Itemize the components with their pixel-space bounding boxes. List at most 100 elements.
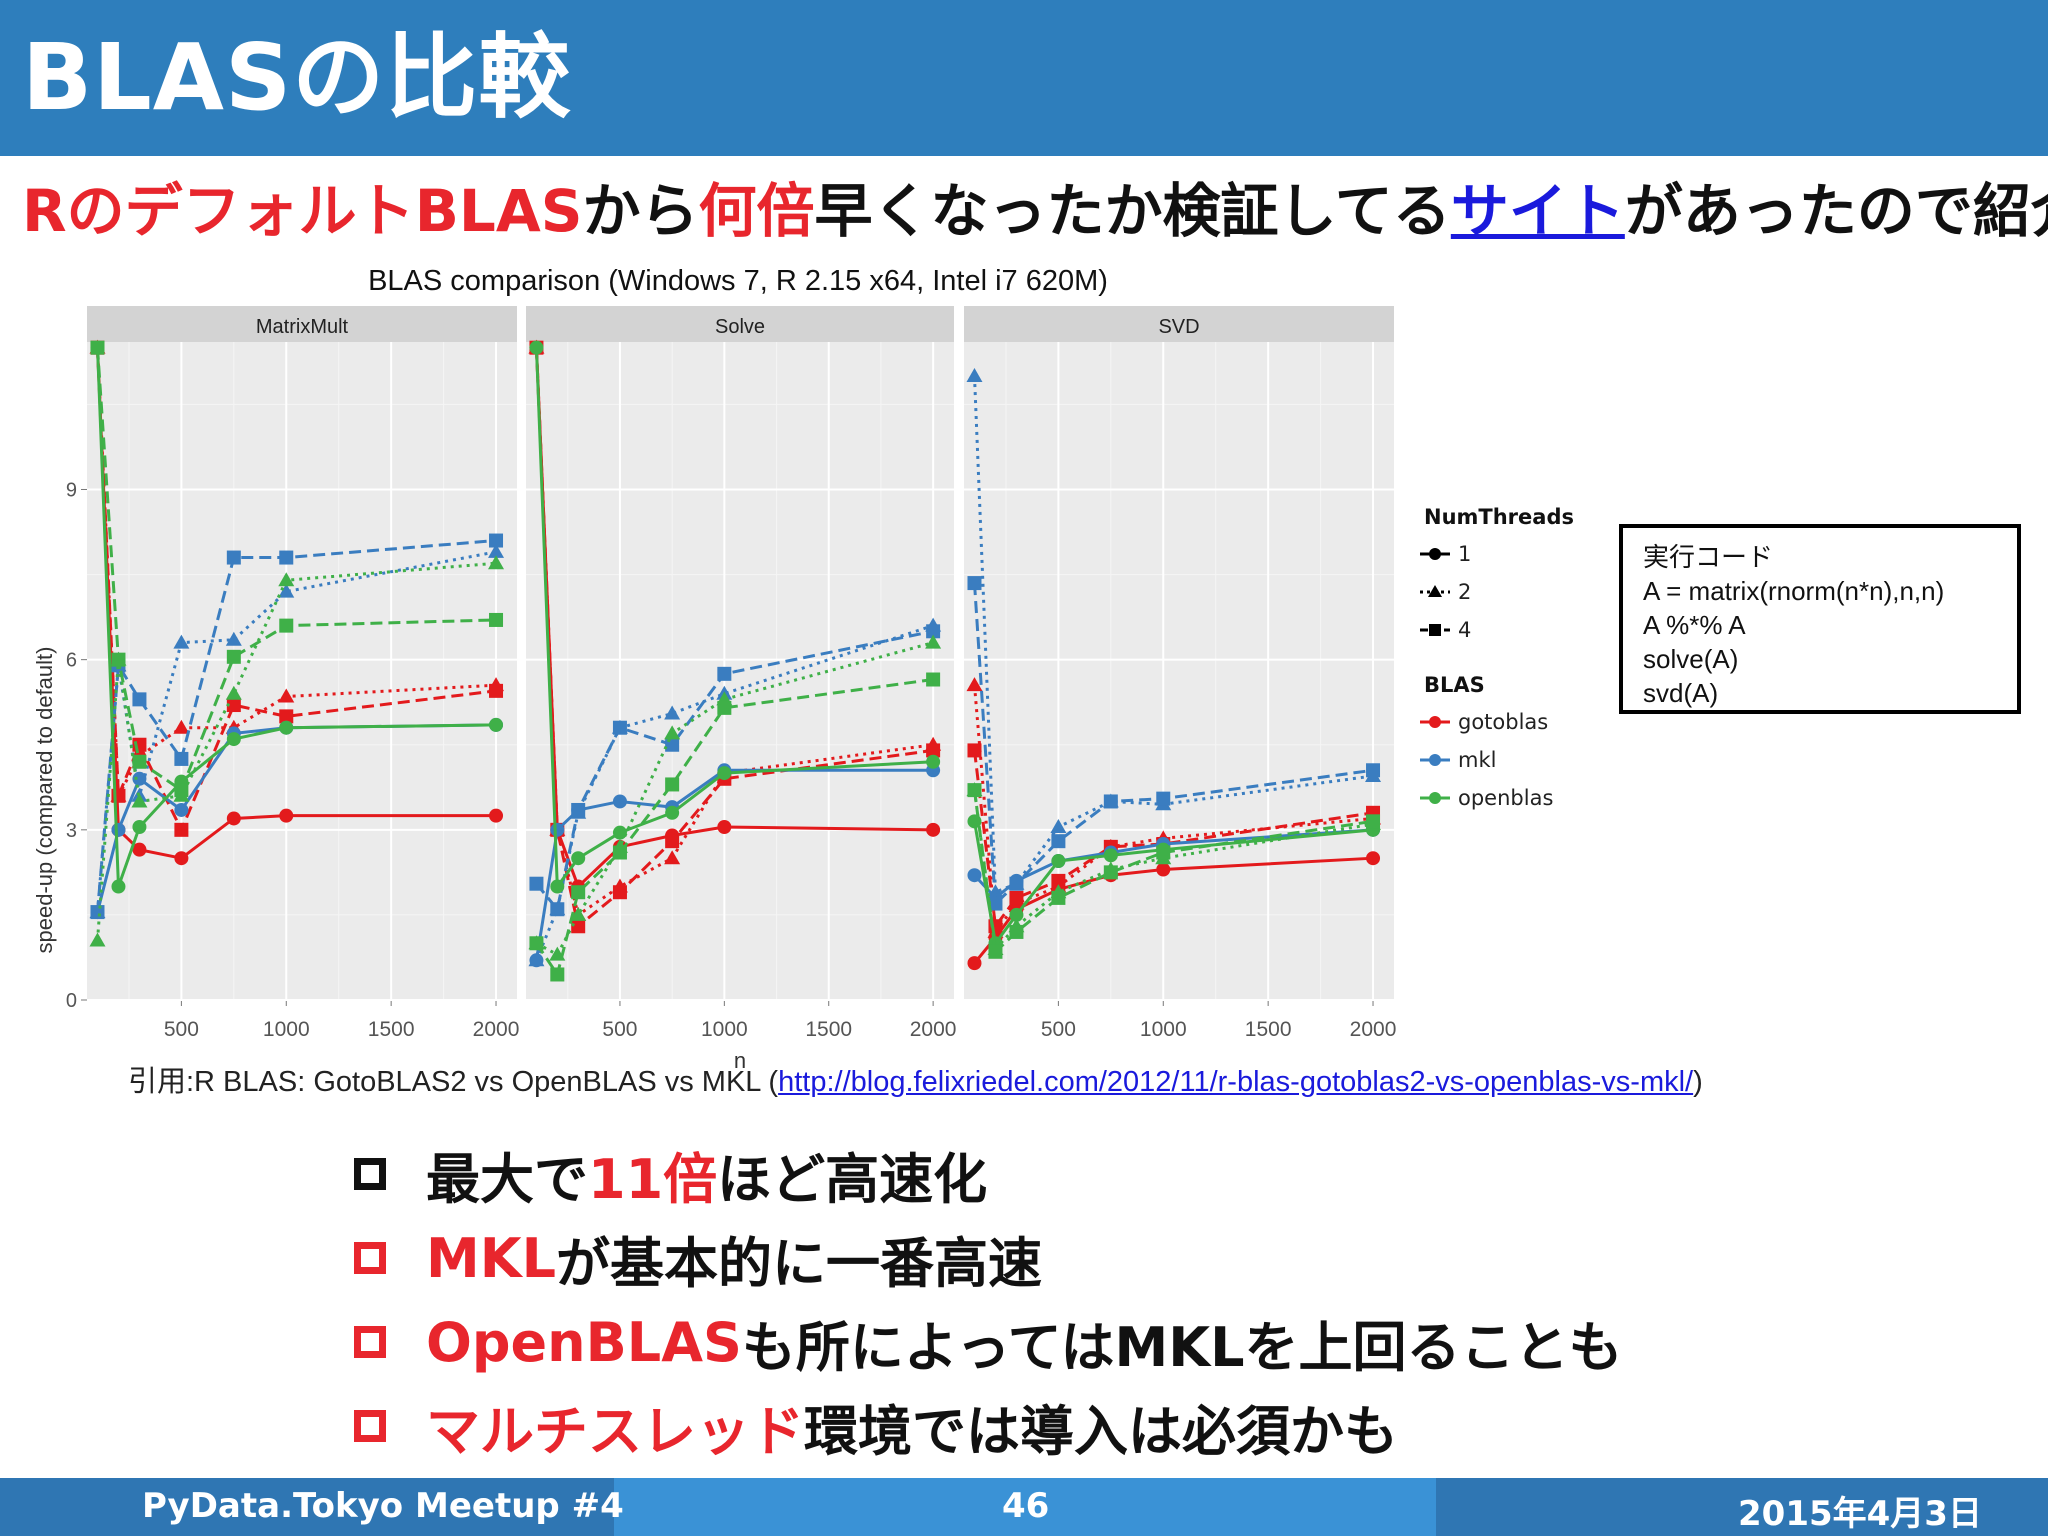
data-point-square [1009, 924, 1024, 939]
legend-threads-4-label: 4 [1458, 618, 1472, 642]
data-point-circle [226, 811, 241, 826]
y-tick-label: 0 [66, 990, 77, 1012]
data-point-triangle [89, 932, 106, 947]
subtitle-default: のデフォルト [66, 177, 415, 245]
data-point-triangle [225, 685, 242, 700]
data-point-square [489, 533, 504, 548]
data-point-triangle [1050, 818, 1067, 833]
code-line: A %*% A [1643, 610, 1746, 640]
data-point-triangle [966, 368, 983, 383]
data-point-circle [550, 879, 565, 894]
legend-threads-1-label: 1 [1458, 542, 1472, 566]
data-point-square [1051, 873, 1066, 888]
code-line: solve(A) [1643, 644, 1739, 674]
bullet-list: 最大で 11倍 ほど高速化 MKL が基本的に一番高速 OpenBLAS も所によっては… [354, 1132, 1622, 1468]
data-point-square [90, 340, 105, 355]
data-point-circle [279, 720, 294, 735]
data-point-triangle [664, 705, 681, 720]
legend-blas-gotoblas-label: gotoblas [1458, 710, 1549, 734]
data-point-circle [967, 868, 982, 883]
data-point-square [1156, 845, 1171, 860]
data-point-triangle [278, 583, 295, 598]
data-point-square [571, 885, 586, 900]
citation-suffix: ) [1693, 1066, 1703, 1098]
legend-threads-1: 1 [1418, 535, 1574, 573]
data-point-circle [529, 340, 544, 355]
y-tick-label: 3 [66, 820, 77, 842]
data-point-square [1009, 876, 1024, 891]
data-point-square [1103, 865, 1118, 880]
data-point-circle [226, 732, 241, 747]
data-point-square [489, 683, 504, 698]
data-point-triangle [664, 725, 681, 740]
data-point-square [132, 754, 147, 769]
data-point-square [926, 672, 941, 687]
data-point-square [1051, 890, 1066, 905]
data-point-circle [612, 825, 627, 840]
data-point-circle [1009, 907, 1024, 922]
data-point-triangle [488, 555, 505, 570]
x-tick-label: 1000 [263, 1018, 310, 1041]
data-point-square [717, 700, 732, 715]
data-point-triangle [173, 634, 190, 649]
code-box: 実行コード A = matrix(rnorm(n*n),n,n) A %*% A… [1619, 524, 2021, 714]
facet-strip-label: MatrixMult [256, 316, 349, 338]
subtitle-site-link[interactable]: サイト [1450, 177, 1625, 245]
data-point-circle [665, 805, 680, 820]
x-tick-label: 2000 [473, 1018, 520, 1041]
square-dashed-key-icon [1420, 624, 1450, 636]
triangle-dotted-key-icon [1420, 585, 1450, 597]
chart-legend: NumThreads 1 2 4 BLAS gotoblas mkl openb… [1418, 505, 1574, 817]
data-point-square [612, 885, 627, 900]
facet-panel [87, 342, 517, 1000]
citation: 引用:R BLAS: GotoBLAS2 vs OpenBLAS vs MKL … [128, 1058, 1703, 1100]
square-bullet-icon [354, 1326, 386, 1358]
data-point-square [1009, 890, 1024, 905]
subtitle: RのデフォルトBLASから何倍早くなったか検証してるサイトがあったので紹介 [22, 176, 2048, 246]
data-point-square [1103, 794, 1118, 809]
data-point-circle [571, 851, 586, 866]
data-point-square [226, 649, 241, 664]
subtitle-r: R [22, 177, 67, 245]
data-point-circle [174, 851, 189, 866]
bullet-highlight: マルチスレッド [426, 1399, 804, 1463]
data-point-square [612, 845, 627, 860]
data-point-square [226, 550, 241, 565]
data-point-square [612, 720, 627, 735]
title-bar: BLASの比較 [0, 0, 2048, 156]
facet-strip [964, 306, 1394, 342]
data-point-square [1366, 763, 1381, 778]
facet-strip-label: SVD [1158, 316, 1199, 338]
data-point-circle [1366, 851, 1381, 866]
subtitle-end: があったので紹介 [1624, 177, 2048, 245]
data-point-square [174, 783, 189, 798]
citation-link[interactable]: http://blog.felixriedel.com/2012/11/r-bl… [778, 1066, 1694, 1098]
data-point-square [926, 624, 941, 639]
data-point-square [174, 751, 189, 766]
footer-event: PyData.Tokyo Meetup #4 [142, 1486, 624, 1526]
square-bullet-icon [354, 1158, 386, 1190]
data-point-square [967, 743, 982, 758]
bullet-highlight: MKL [426, 1226, 556, 1290]
square-bullet-icon [354, 1242, 386, 1274]
x-tick-label: 1500 [368, 1018, 415, 1041]
bullet-text: が基本的に一番高速 [556, 1231, 1042, 1295]
data-point-square [571, 919, 586, 934]
legend-blas-gotoblas: gotoblas [1418, 703, 1574, 741]
y-tick-label: 9 [66, 479, 77, 501]
legend-blas-mkl-label: mkl [1458, 748, 1497, 772]
data-point-square [717, 666, 732, 681]
blas-comparison-chart: BLAS comparison (Windows 7, R 2.15 x64, … [32, 265, 1397, 1073]
data-point-circle [612, 794, 627, 809]
footer: PyData.Tokyo Meetup #4 46 2015年4月3日 [0, 1478, 2048, 1536]
legend-threads-2-label: 2 [1458, 580, 1472, 604]
circle-line-key-icon [1420, 548, 1450, 560]
data-point-square [1366, 814, 1381, 829]
data-point-square [967, 576, 982, 591]
bullet-highlight: OpenBLAS [426, 1310, 742, 1374]
data-point-circle [489, 808, 504, 823]
x-tick-label: 2000 [1350, 1018, 1397, 1041]
data-point-circle [550, 822, 565, 837]
x-tick-label: 1000 [701, 1018, 748, 1041]
data-point-square [988, 896, 1003, 911]
